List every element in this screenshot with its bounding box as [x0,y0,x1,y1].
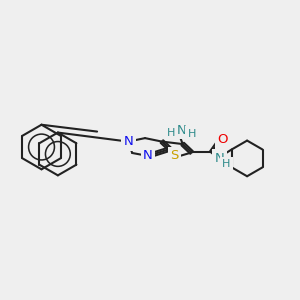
Text: N: N [123,135,133,148]
Text: H: H [188,129,196,139]
Text: H: H [167,128,176,138]
Text: N: N [177,124,187,137]
Text: N: N [215,152,225,165]
Text: N: N [143,149,153,162]
Text: S: S [171,149,179,162]
Text: H: H [222,159,230,170]
Text: O: O [218,133,228,146]
